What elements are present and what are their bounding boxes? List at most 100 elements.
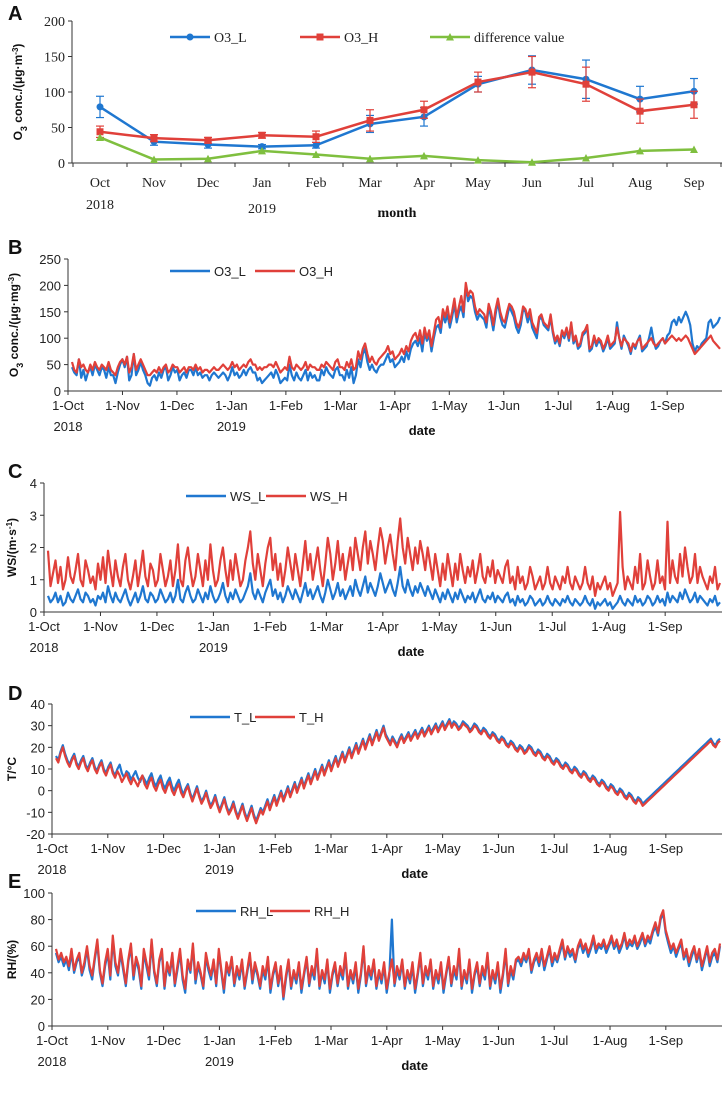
y-axis-label-part: ) xyxy=(7,273,21,277)
data-point xyxy=(582,80,590,88)
legend-item: O3_L xyxy=(170,264,246,279)
y-tick-label: 20 xyxy=(31,740,45,755)
x-tick-label: 1-Nov xyxy=(90,841,125,856)
legend-item: RH_L xyxy=(196,904,273,919)
y-axis-label-part: WS/(m·s xyxy=(5,529,19,577)
x-tick-label: 1-Oct xyxy=(52,398,84,413)
data-point xyxy=(528,68,536,76)
y-axis-label: RH/(%) xyxy=(5,940,19,979)
x-tick-label: 1-Dec xyxy=(160,398,195,413)
data-point xyxy=(420,106,428,114)
series-line-t_l xyxy=(55,718,721,823)
chart-panel-d: D -20 -10 0 10 20 30 40 T/°C 1-Oct 1-Nov 1-Dec 1-Jan… xyxy=(5,683,722,881)
data-point xyxy=(528,158,536,166)
chart-panel-b: B 0 50 100 150 200 250 O3 conc./(μg·mg-3) 1-Oct 1… xyxy=(7,237,722,438)
legend-label: RH_L xyxy=(240,904,273,919)
data-point xyxy=(636,146,644,155)
y-tick-label: 100 xyxy=(39,331,61,346)
y-tick-label: 0 xyxy=(58,157,65,172)
series-line-ws_l xyxy=(46,565,721,610)
y-tick-label: 4 xyxy=(30,476,37,491)
series-line xyxy=(99,70,695,142)
x-tick-label: 1-Mar xyxy=(323,398,358,413)
y-tick-label: -20 xyxy=(26,827,45,842)
y-tick-label: 50 xyxy=(51,122,65,137)
y-tick-label: 150 xyxy=(44,51,65,66)
y-axis-label-group: RH/(%) xyxy=(5,940,19,979)
y-tick-label: 30 xyxy=(31,719,45,734)
x-tick-label: Apr xyxy=(413,176,435,191)
year-label: 2019 xyxy=(199,640,228,655)
x-tick-label: 1-Jun xyxy=(487,398,520,413)
x-tick-label: Nov xyxy=(142,176,166,191)
x-tick-label: Feb xyxy=(306,176,327,191)
y-axis-label-part: O xyxy=(11,131,25,140)
y-axis-label-part: ) xyxy=(11,44,25,48)
x-tick-label: 1-Feb xyxy=(253,619,287,634)
x-tick-label: 1-Sep xyxy=(650,398,685,413)
legend-label: O3_L xyxy=(214,31,247,46)
x-axis-title: date xyxy=(398,644,425,659)
panel-letter: B xyxy=(8,237,22,259)
data-point xyxy=(96,133,104,141)
y-tick-label: 0 xyxy=(30,605,37,620)
panel-letter: C xyxy=(8,461,22,483)
legend-label: O3_H xyxy=(344,31,378,46)
y-axis-label-part: 3 xyxy=(15,363,25,368)
x-tick-label: 1-Oct xyxy=(36,841,68,856)
x-tick-label: Jan xyxy=(253,176,272,191)
y-tick-label: 3 xyxy=(30,508,37,523)
x-axis-title: date xyxy=(401,866,428,881)
x-axis-title: date xyxy=(401,1058,428,1073)
x-tick-label: 1-May xyxy=(431,398,468,413)
x-tick-label: 1-Jul xyxy=(540,1033,568,1048)
legend-label: difference value xyxy=(474,31,564,46)
data-point xyxy=(312,141,320,149)
data-point xyxy=(312,133,320,141)
x-tick-label: 1-Sep xyxy=(648,841,683,856)
x-tick-label: Jul xyxy=(578,176,594,191)
x-tick-label: 1-Nov xyxy=(105,398,140,413)
x-tick-label: 1-Feb xyxy=(269,398,303,413)
x-tick-label: 1-Feb xyxy=(258,841,292,856)
legend-item: RH_H xyxy=(270,904,349,919)
y-axis-label: WS/(m·s-1) xyxy=(5,518,20,577)
legend-label: O3_H xyxy=(299,264,333,279)
series-line-t_h xyxy=(55,720,721,825)
data-point xyxy=(258,143,266,151)
y-tick-label: 0 xyxy=(54,384,61,399)
x-tick-label: 1-Mar xyxy=(314,841,349,856)
y-axis-label-group: O3 conc./(μg·mg-3) xyxy=(7,273,26,377)
series-o3_h xyxy=(96,55,698,144)
legend-marker xyxy=(186,33,194,41)
y-axis-label-part: RH/(%) xyxy=(5,940,19,979)
y-axis-label: O3 conc./(μg·mg-3) xyxy=(7,273,26,377)
y-tick-label: 0 xyxy=(38,1019,45,1034)
y-tick-label: 100 xyxy=(23,886,45,901)
x-tick-label: 1-Jun xyxy=(479,619,512,634)
y-axis-label-part: O xyxy=(7,368,21,377)
series-line-o3_l xyxy=(70,284,722,387)
legend-item: O3_H xyxy=(255,264,333,279)
chart-panel-c: C 0 1 2 3 4 WS/(m·s-1) 1-Oct 1-Nov 1-Dec 1-Jan 1-Fe… xyxy=(5,461,722,659)
year-label: 2018 xyxy=(38,1054,67,1069)
year-label: 2019 xyxy=(248,202,276,217)
y-tick-label: 1 xyxy=(30,573,37,588)
panel-letter: A xyxy=(8,3,22,25)
data-point xyxy=(258,146,266,155)
y-axis-label-part: conc./(μg·m xyxy=(11,55,25,126)
legend-label: WS_L xyxy=(230,489,265,504)
series-line-ws_h xyxy=(46,510,722,598)
x-tick-label: Jun xyxy=(522,176,541,191)
year-label: 2019 xyxy=(217,419,246,434)
legend-label: O3_L xyxy=(214,264,246,279)
data-point xyxy=(690,145,698,154)
y-axis-label-part: -3 xyxy=(7,276,16,284)
x-tick-label: 1-Aug xyxy=(593,1033,628,1048)
x-tick-label: 1-May xyxy=(425,1033,462,1048)
x-tick-label: 1-Jul xyxy=(544,398,572,413)
y-tick-label: 60 xyxy=(31,939,45,954)
series-o3_l xyxy=(96,55,698,151)
x-tick-label: Mar xyxy=(358,176,382,191)
